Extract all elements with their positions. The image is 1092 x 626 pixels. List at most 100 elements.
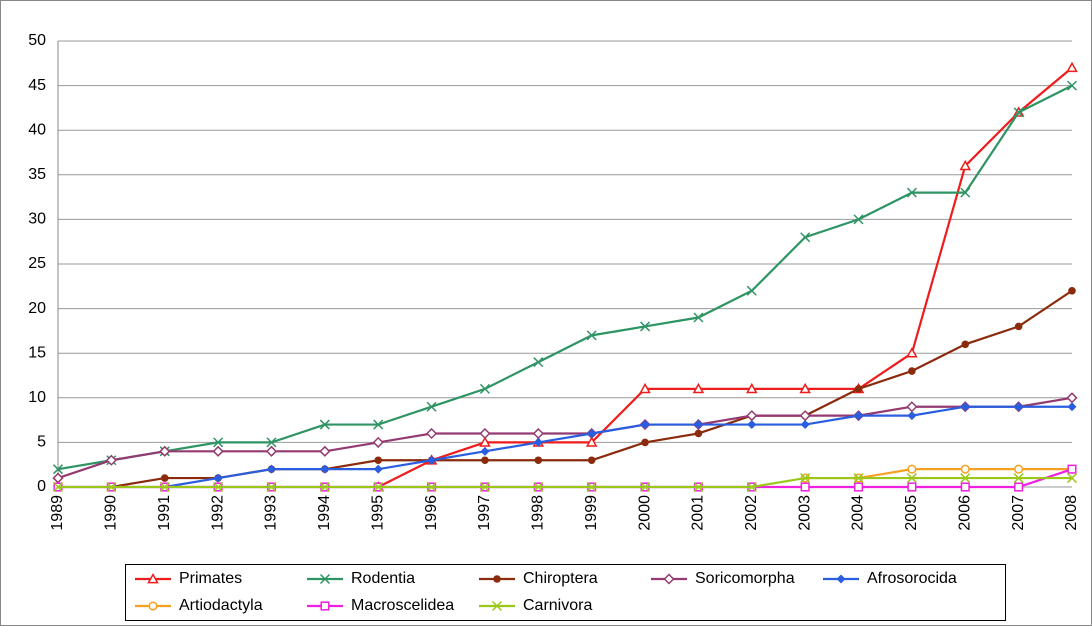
legend-label: Artiodactyla xyxy=(179,597,263,614)
marker xyxy=(585,436,598,447)
y-tick-label: 40 xyxy=(28,121,46,138)
marker xyxy=(746,285,757,296)
y-tick-label: 45 xyxy=(28,77,46,94)
marker xyxy=(479,436,491,447)
marker xyxy=(372,436,384,448)
marker xyxy=(693,420,703,430)
marker xyxy=(319,419,330,430)
marker xyxy=(908,367,916,375)
marker xyxy=(800,232,811,243)
marker xyxy=(319,481,330,493)
marker xyxy=(587,456,596,465)
marker xyxy=(663,573,675,585)
legend-label: Soricomorpha xyxy=(695,570,795,587)
marker xyxy=(160,474,169,482)
marker xyxy=(147,572,159,584)
marker xyxy=(533,437,543,447)
marker xyxy=(800,473,811,484)
marker xyxy=(960,473,971,484)
marker xyxy=(640,481,651,493)
x-tick-label: 1994 xyxy=(316,495,333,531)
marker xyxy=(800,420,810,430)
marker xyxy=(907,411,917,421)
marker xyxy=(159,481,170,493)
marker xyxy=(586,330,597,341)
marker xyxy=(493,575,501,583)
x-tick-label: 2007 xyxy=(1010,495,1027,531)
marker xyxy=(533,357,544,368)
marker xyxy=(374,456,383,465)
marker xyxy=(907,482,917,492)
marker xyxy=(853,214,864,225)
marker xyxy=(586,481,597,493)
marker xyxy=(319,573,331,585)
marker xyxy=(907,464,917,474)
marker xyxy=(960,187,971,198)
marker xyxy=(800,482,810,492)
marker xyxy=(1066,61,1078,73)
marker xyxy=(1066,473,1078,484)
marker xyxy=(491,600,503,612)
marker xyxy=(746,382,758,394)
x-tick-label: 2005 xyxy=(903,495,920,531)
marker xyxy=(1067,464,1077,474)
marker xyxy=(533,481,544,493)
marker xyxy=(373,481,384,493)
x-tick-label: 2001 xyxy=(690,495,707,531)
legend-label: Rodentia xyxy=(351,570,415,587)
marker xyxy=(692,382,705,394)
y-tick-label: 30 xyxy=(28,211,46,228)
marker xyxy=(106,481,117,493)
marker xyxy=(481,456,489,465)
marker xyxy=(906,347,918,358)
marker xyxy=(836,574,846,584)
series xyxy=(160,402,1077,492)
marker xyxy=(960,464,970,474)
marker xyxy=(961,340,970,349)
x-tick-label: 2004 xyxy=(850,495,867,531)
marker xyxy=(640,420,650,430)
marker xyxy=(1068,286,1076,295)
x-tick-label: 1993 xyxy=(263,495,280,531)
marker xyxy=(693,312,704,323)
y-tick-label: 15 xyxy=(28,344,46,361)
y-tick-label: 50 xyxy=(28,32,46,49)
x-tick-label: 2008 xyxy=(1063,495,1080,531)
marker xyxy=(1014,322,1023,331)
x-tick-label: 1996 xyxy=(423,495,440,531)
x-tick-label: 1997 xyxy=(476,495,493,531)
marker xyxy=(213,437,224,448)
x-tick-label: 2000 xyxy=(636,495,653,531)
x-tick-label: 1991 xyxy=(156,495,173,531)
marker xyxy=(52,481,64,493)
series-line xyxy=(57,84,1073,471)
x-tick-label: 1998 xyxy=(530,495,547,531)
marker xyxy=(641,438,649,447)
marker xyxy=(639,382,651,394)
y-tick-label: 35 xyxy=(28,166,46,183)
marker xyxy=(320,464,330,474)
legend-label: Macroscelidea xyxy=(351,597,454,614)
series-line xyxy=(57,396,1073,480)
series-line xyxy=(58,476,1072,489)
marker xyxy=(266,481,277,493)
x-tick-label: 1989 xyxy=(49,495,66,531)
marker xyxy=(1014,464,1024,474)
marker xyxy=(1014,482,1024,492)
marker xyxy=(693,481,704,493)
marker xyxy=(587,428,597,438)
marker xyxy=(1013,473,1024,484)
marker xyxy=(906,473,917,484)
marker xyxy=(799,382,811,394)
x-tick-label: 2002 xyxy=(743,495,760,531)
marker xyxy=(265,445,278,457)
x-tick-label: 1999 xyxy=(583,495,600,531)
marker xyxy=(479,427,491,440)
marker xyxy=(746,481,757,493)
marker xyxy=(853,473,864,484)
marker xyxy=(640,321,651,332)
marker xyxy=(266,437,277,448)
marker xyxy=(960,402,970,412)
